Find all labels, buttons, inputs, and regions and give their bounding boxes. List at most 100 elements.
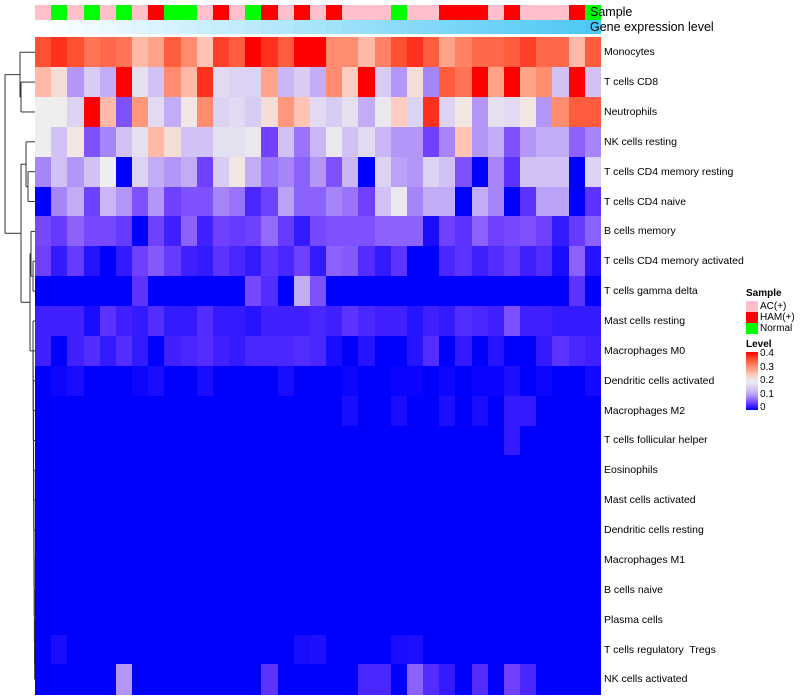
gene-annotation-cell [196,20,214,34]
colorbar-tick [758,392,761,394]
gene-annotation-cell [406,20,424,34]
heatmap-cell [115,216,133,247]
heatmap-cell [439,335,456,367]
heatmap-cell [406,67,424,98]
legend-tick-04: 0.4 [760,348,774,359]
heatmap-cell [180,634,198,665]
gene-annotation-cell [180,20,198,34]
heatmap-cell [536,156,553,188]
legend-swatch-ham [746,312,758,323]
heatmap-cell [568,544,586,576]
heatmap-cell [196,664,214,695]
heatmap-cell [261,276,279,307]
heatmap-cell [342,634,359,665]
heatmap-cell [503,97,521,128]
heatmap-cell [67,544,84,576]
heatmap-cell [51,246,68,277]
heatmap-cell [67,186,84,217]
heatmap-cell [115,395,133,427]
heatmap-cell [99,455,117,486]
heatmap-cell [245,544,262,576]
heatmap-cell [309,186,327,217]
heatmap-cell [552,246,570,277]
heatmap-cell [35,544,52,576]
heatmap-cell [520,156,537,188]
heatmap-cell [132,216,149,247]
heatmap-cell [277,126,295,158]
heatmap-cell [552,186,570,217]
heatmap-cell [132,544,149,576]
heatmap-cell [196,276,214,307]
heatmap-cell [471,425,489,456]
heatmap-cell [471,156,489,188]
heatmap-cell [584,634,602,665]
heatmap-cell [471,485,489,516]
heatmap-cell [455,515,473,546]
heatmap-cell [309,515,327,546]
heatmap-cell [374,246,392,277]
heatmap-cell [164,455,182,486]
heatmap-cell [67,37,84,68]
heatmap-cell [99,306,117,337]
heatmap-cell [455,634,473,665]
heatmap-cell [552,276,570,307]
sample-annotation-cell [115,5,133,20]
heatmap-cell [309,455,327,486]
heatmap-cell [67,515,84,546]
heatmap-cell [390,455,408,486]
heatmap-cell [196,246,214,277]
heatmap-cell [35,216,52,247]
heatmap-cell [99,664,117,695]
heatmap-cell [471,634,489,665]
heatmap-cell [552,515,570,546]
heatmap-cell [261,126,279,158]
heatmap-cell [115,365,133,397]
heatmap-cell [196,306,214,337]
heatmap-cell [503,306,521,337]
gene-annotation-cell [148,20,165,34]
row-label: Monocytes [604,46,655,59]
heatmap-cell [374,574,392,606]
heatmap-cell [552,335,570,367]
heatmap-cell [309,97,327,128]
heatmap-cell [374,515,392,546]
sample-annotation-cell [568,5,586,20]
heatmap-cell [148,634,165,665]
sample-annotation-cell [229,5,246,20]
heatmap-cell [164,216,182,247]
heatmap-cell [309,335,327,367]
heatmap-cell [487,246,505,277]
heatmap-cell [245,455,262,486]
heatmap-cell [326,335,343,367]
gene-annotation-cell [503,20,521,34]
heatmap-cell [261,485,279,516]
heatmap-cell [164,67,182,98]
heatmap-cell [455,425,473,456]
heatmap-cell [471,97,489,128]
legend-tick-02: 0.2 [760,375,774,386]
heatmap-cell [326,574,343,606]
heatmap-cell [35,186,52,217]
heatmap-cell [326,455,343,486]
heatmap-cell [326,395,343,427]
heatmap-cell [536,604,553,636]
heatmap-cell [358,37,376,68]
row-label: Mast cells resting [604,315,686,327]
heatmap-cell [293,485,311,516]
gene-annotation-cell [245,20,262,34]
heatmap-cell [326,515,343,546]
heatmap-cell [309,126,327,158]
heatmap-cell [406,664,424,695]
legend-label-normal: Normal [760,323,793,334]
heatmap-cell [358,97,376,128]
heatmap-cell [552,156,570,188]
heatmap-cell [536,515,553,546]
heatmap-cell [326,604,343,636]
heatmap-cell [342,425,359,456]
heatmap-cell [487,425,505,456]
heatmap-cell [552,544,570,576]
heatmap-cell [83,544,101,576]
heatmap-cell [406,156,424,188]
heatmap-cell [148,544,165,576]
heatmap-cell [406,37,424,68]
